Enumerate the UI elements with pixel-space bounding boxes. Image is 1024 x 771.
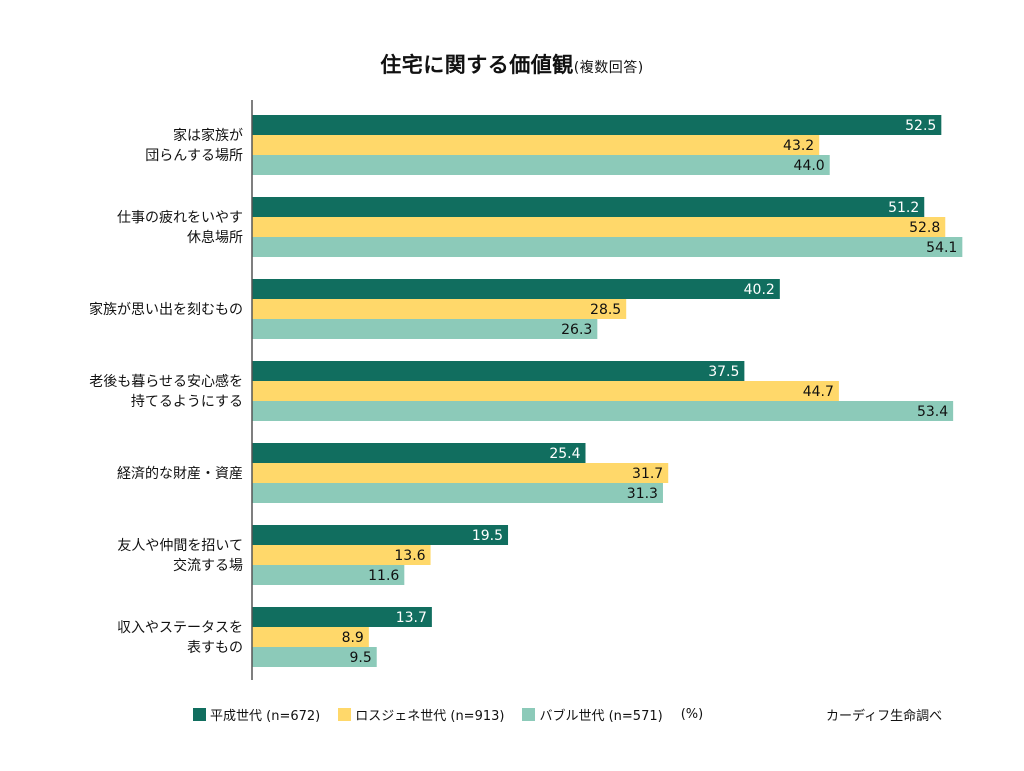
legend-label-bubble: バブル世代 (n=571) <box>539 709 663 724</box>
category-label: 休息場所 <box>187 229 243 246</box>
chart-title-main: 住宅に関する価値観 <box>380 53 574 77</box>
category-label: 表すもの <box>187 640 243 656</box>
category-group: 経済的な財産・資産 25.4 31.7 31.3 <box>117 443 669 503</box>
value-label-heisei: 51.2 <box>888 200 919 216</box>
bar-lostgen <box>252 545 431 565</box>
bar-bubble <box>252 237 963 257</box>
value-label-heisei: 25.4 <box>549 446 580 462</box>
chart-title: 住宅に関する価値観(複数回答) <box>0 49 1024 79</box>
bar-heisei <box>252 197 925 217</box>
chart-subtitle: (複数回答) <box>573 60 644 76</box>
category-label: 友人や仲間を招いて <box>117 538 243 554</box>
category-label: 老後も暮らせる安心感を <box>89 373 243 390</box>
legend-swatch-heisei <box>193 708 206 721</box>
value-label-bubble: 31.3 <box>627 486 658 502</box>
bar-heisei <box>252 525 509 545</box>
unit-label: (%) <box>680 707 704 722</box>
legend-swatch-lostgen <box>338 708 352 721</box>
value-label-bubble: 53.4 <box>917 404 948 420</box>
bar-bubble <box>252 565 405 585</box>
category-label: 仕事の疲れをいやす <box>117 209 243 226</box>
bar-lostgen <box>252 217 946 237</box>
source-credit: カーディフ生命調べ <box>826 709 943 724</box>
value-label-heisei: 40.2 <box>744 282 775 298</box>
bar-lostgen <box>252 463 669 483</box>
bar-heisei <box>252 607 432 627</box>
bar-lostgen <box>252 381 839 401</box>
bar-heisei <box>252 443 586 463</box>
bar-heisei <box>252 279 780 299</box>
value-label-lostgen: 28.5 <box>590 302 621 318</box>
value-label-bubble: 26.3 <box>561 322 592 338</box>
bar-lostgen <box>252 299 627 319</box>
legend-swatch-bubble <box>522 708 536 721</box>
legend-label-heisei: 平成世代 (n=672) <box>210 709 321 724</box>
legend: 平成世代 (n=672) ロスジェネ世代 (n=913) バブル世代 (n=57… <box>193 705 703 724</box>
category-label: 収入やステータスを <box>117 620 243 636</box>
legend-item-lostgen: ロスジェネ世代 (n=913) <box>338 705 504 724</box>
value-label-lostgen: 13.6 <box>394 548 425 564</box>
category-label: 家族が思い出を刻むもの <box>89 301 243 318</box>
bar-lostgen <box>252 627 369 647</box>
bar-bubble <box>252 483 663 503</box>
bar-bubble <box>252 401 954 421</box>
bar-bubble <box>252 155 830 175</box>
value-label-heisei: 19.5 <box>472 528 503 544</box>
category-label: 持てるようにする <box>131 394 243 410</box>
value-label-heisei: 52.5 <box>905 118 936 134</box>
value-label-lostgen: 43.2 <box>783 138 814 154</box>
category-label: 団らんする場所 <box>145 148 243 164</box>
value-label-heisei: 37.5 <box>708 364 739 380</box>
value-label-lostgen: 44.7 <box>803 384 834 400</box>
value-label-bubble: 44.0 <box>794 158 825 174</box>
bar-heisei <box>252 361 745 381</box>
value-label-heisei: 13.7 <box>396 610 427 626</box>
value-label-bubble: 54.1 <box>926 240 957 256</box>
legend-label-lostgen: ロスジェネ世代 (n=913) <box>355 709 505 724</box>
bar-lostgen <box>252 135 820 155</box>
legend-item-bubble: バブル世代 (n=571) <box>522 705 663 724</box>
category-label: 家は家族が <box>173 127 243 144</box>
bar-heisei <box>252 115 942 135</box>
value-label-bubble: 11.6 <box>368 568 399 584</box>
category-group: 家族が思い出を刻むもの 40.2 28.5 26.3 <box>89 279 780 339</box>
value-label-lostgen: 31.7 <box>632 466 663 482</box>
value-label-bubble: 9.5 <box>349 650 371 666</box>
legend-item-heisei: 平成世代 (n=672) <box>193 705 320 724</box>
bar-bubble <box>252 647 377 667</box>
category-label: 交流する場 <box>173 557 243 574</box>
bar-bubble <box>252 319 598 339</box>
value-label-lostgen: 52.8 <box>909 220 940 236</box>
value-label-lostgen: 8.9 <box>342 630 364 646</box>
category-label: 経済的な財産・資産 <box>117 466 243 482</box>
